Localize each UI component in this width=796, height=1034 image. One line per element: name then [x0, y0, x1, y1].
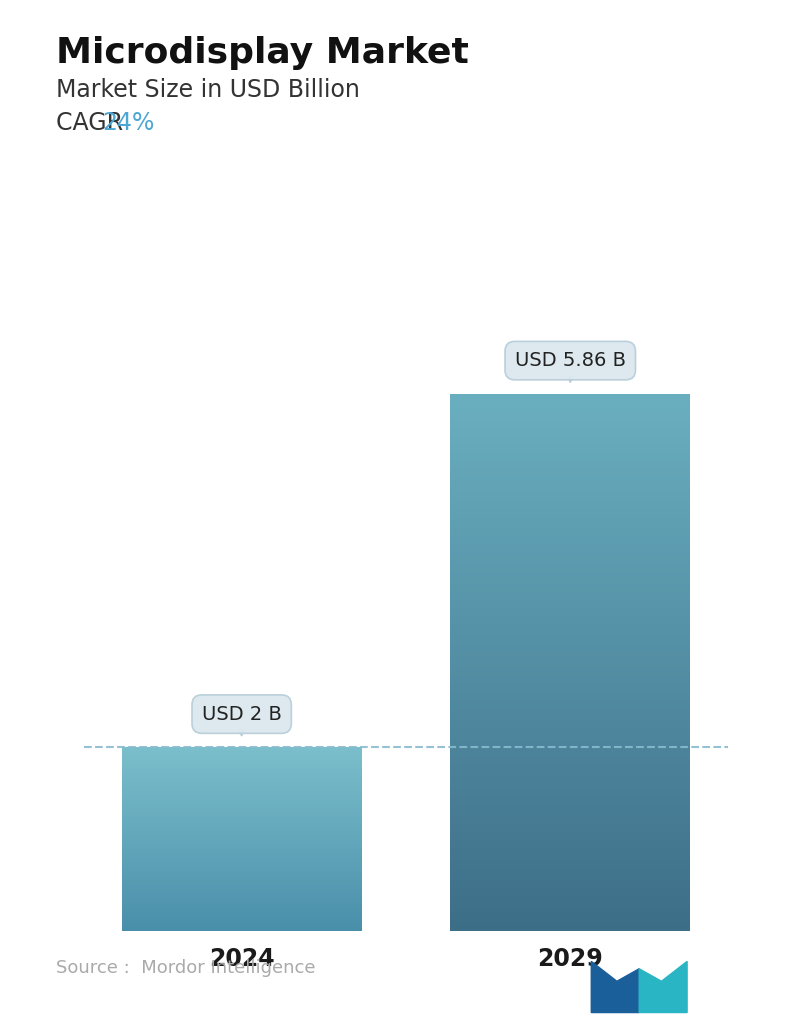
Polygon shape	[639, 962, 687, 1012]
Text: Source :  Mordor Intelligence: Source : Mordor Intelligence	[56, 960, 315, 977]
Text: 24%: 24%	[103, 111, 155, 134]
Text: CAGR: CAGR	[56, 111, 131, 134]
Polygon shape	[591, 962, 639, 1012]
Text: USD 2 B: USD 2 B	[201, 704, 282, 724]
Text: USD 5.86 B: USD 5.86 B	[515, 352, 626, 370]
Text: Market Size in USD Billion: Market Size in USD Billion	[56, 78, 360, 101]
Text: Microdisplay Market: Microdisplay Market	[56, 36, 469, 70]
